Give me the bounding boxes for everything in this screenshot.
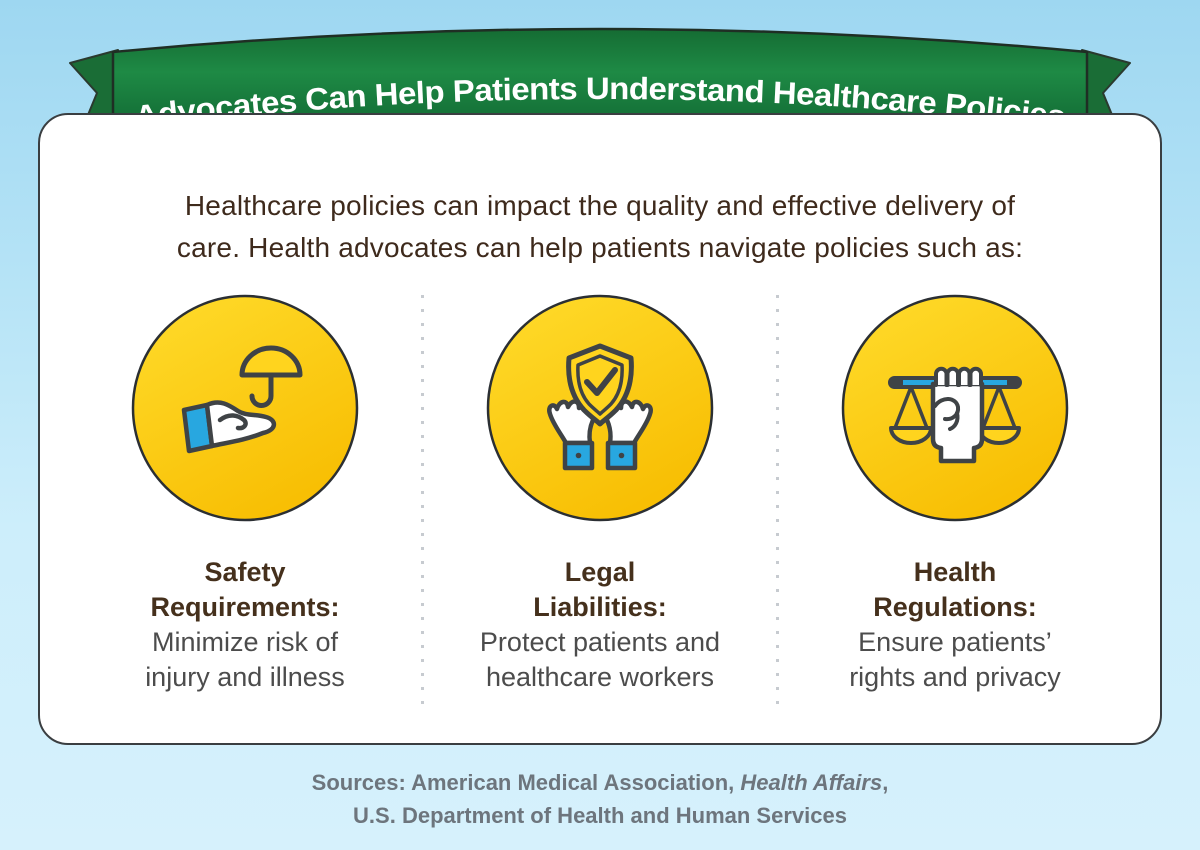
heading-line-1: Safety [204, 557, 286, 587]
policy-column-health: Health Regulations: Ensure patients’ rig… [779, 293, 1131, 695]
intro-line-1: Healthcare policies can impact the quali… [184, 190, 1016, 221]
column-heading: Health Regulations: [873, 555, 1037, 625]
knuckle-4 [968, 366, 983, 387]
right-cuff-button [618, 452, 625, 459]
intro-text: Healthcare policies can impact the quali… [80, 185, 1120, 269]
knuckle-1 [934, 366, 949, 387]
icon-circle [131, 294, 359, 522]
sources-prefix: Sources: American Medical Association, [311, 770, 741, 795]
left-cuff-button [575, 452, 582, 459]
column-description: Minimize risk of injury and illness [145, 625, 345, 695]
knuckle-2 [945, 366, 960, 387]
policy-columns: Safety Requirements: Minimize risk of in… [69, 293, 1131, 705]
heading-line-1: Health [913, 557, 997, 587]
palm-crease [948, 411, 960, 431]
desc-line-2: injury and illness [145, 662, 345, 693]
column-heading: Safety Requirements: [150, 555, 339, 625]
policy-column-safety: Safety Requirements: Minimize risk of in… [69, 293, 421, 695]
checkmark [584, 367, 618, 396]
sources-footer: Sources: American Medical Association, H… [0, 766, 1200, 832]
sources-suffix: , [882, 770, 889, 795]
heading-line-2: Liabilities: [533, 592, 667, 623]
column-description: Ensure patients’ rights and privacy [849, 625, 1061, 695]
desc-line-1: Ensure patients’ [858, 627, 1052, 658]
desc-line-2: rights and privacy [849, 662, 1061, 693]
policy-column-legal: Legal Liabilities: Protect patients and … [424, 293, 776, 695]
column-description: Protect patients and healthcare workers [480, 625, 720, 695]
fist-scales-icon [841, 294, 1069, 522]
right-scale-pan [977, 426, 1021, 445]
umbrella-handle [249, 372, 274, 408]
open-hand [204, 400, 277, 449]
right-scale-strings [981, 385, 1017, 430]
beam-right-cap [1007, 377, 1020, 388]
umbrella-canopy [239, 345, 303, 378]
sources-line-1: Sources: American Medical Association, H… [0, 766, 1200, 799]
left-scale-strings [893, 385, 929, 430]
umbrella-over-hand-icon [131, 294, 359, 522]
knuckle-3 [957, 366, 972, 387]
sources-journal-italic: Health Affairs [740, 770, 883, 795]
dotted-divider [776, 295, 779, 705]
shield-inner-outline [576, 354, 624, 416]
heading-line-2: Requirements: [150, 592, 340, 623]
desc-line-1: Protect patients and [479, 627, 721, 658]
thumb [933, 397, 961, 422]
beam-left-cap [890, 377, 903, 388]
intro-line-2: care. Health advocates can help patients… [176, 232, 1024, 263]
column-heading: Legal Liabilities: [533, 555, 667, 625]
heading-line-2: Regulations: [873, 592, 1037, 623]
sources-line-2: U.S. Department of Health and Human Serv… [353, 803, 847, 828]
left-scale-pan [889, 426, 933, 445]
desc-line-1: Minimize risk of [151, 627, 338, 658]
thumb-fold-line [217, 413, 248, 431]
hands-shield-check-icon [486, 294, 714, 522]
desc-line-2: healthcare workers [485, 662, 715, 693]
heading-line-1: Legal [564, 557, 636, 587]
dotted-divider [421, 295, 424, 705]
content-card: Healthcare policies can impact the quali… [38, 113, 1162, 745]
